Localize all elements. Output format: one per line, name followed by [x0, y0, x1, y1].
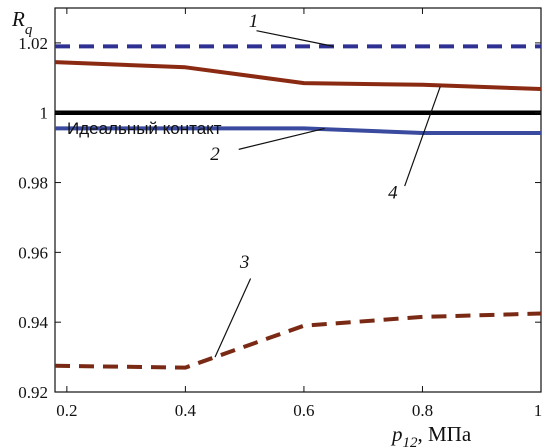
x-tick-label: 0.2	[56, 401, 77, 420]
x-tick-label: 0.8	[412, 401, 433, 420]
x-axis-title-sub: 12	[403, 435, 419, 448]
annotation-label-3: 3	[239, 252, 250, 273]
ideal-contact-label: Идеальный контакт	[67, 119, 222, 138]
x-tick-label: 0.4	[175, 401, 197, 420]
annotation-leader-4	[404, 86, 441, 187]
annotation-label-2: 2	[210, 144, 220, 165]
series-line-3	[54, 311, 542, 370]
y-tick-label: 1	[40, 104, 49, 123]
x-axis-title-main: p	[390, 422, 403, 446]
y-axis-title-sub: q	[25, 22, 33, 38]
annotation-label-1: 1	[249, 11, 259, 32]
y-tick-label: 0.94	[18, 313, 48, 332]
series-line-4	[54, 60, 542, 91]
x-tick-label: 0.6	[293, 401, 314, 420]
y-axis-title: Rq	[11, 7, 33, 38]
x-axis-title: p12, МПа	[390, 422, 472, 448]
y-tick-label: 0.96	[18, 243, 48, 262]
y-axis-title-main: R	[11, 7, 25, 31]
y-tick-label: 0.92	[18, 383, 48, 402]
annotation-leader-1	[256, 30, 334, 47]
annotation-leader-2	[238, 127, 325, 150]
x-tick-label: 1	[534, 401, 543, 420]
annotation-group: 1 2 3 4	[210, 11, 441, 358]
plot-frame	[54, 7, 542, 393]
series-line-2	[55, 126, 541, 135]
annotation-leader-3	[214, 278, 252, 358]
y-tick-label: 1.02	[18, 34, 48, 53]
x-axis-title-unit: , МПа	[418, 422, 472, 446]
plot-frame-group	[54, 7, 542, 393]
annotation-label-4: 4	[388, 182, 398, 203]
series-group	[54, 44, 542, 370]
tick-group: 0.2 0.4 0.6 0.8 1 0.92 0.94 0.96 0.98 1 1.02	[18, 8, 542, 420]
y-tick-label: 0.98	[18, 174, 48, 193]
